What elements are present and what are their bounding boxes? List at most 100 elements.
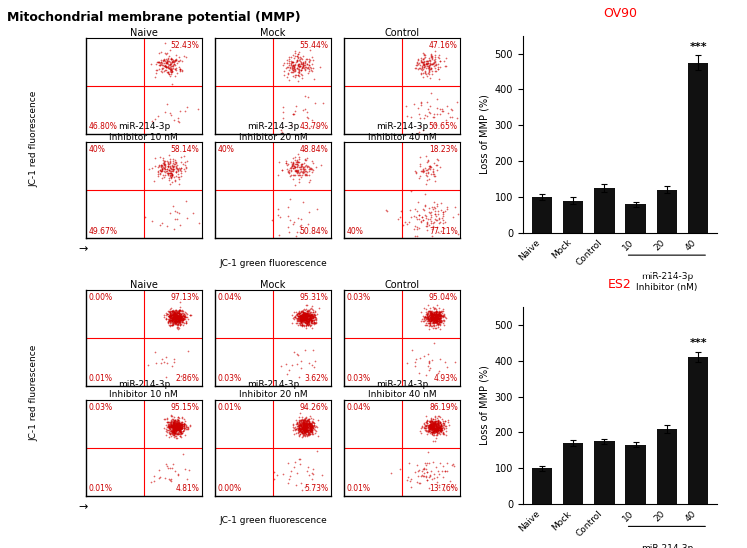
- Point: [306, 167, 317, 176]
- Point: [172, 320, 184, 329]
- Point: [173, 423, 185, 431]
- Point: [164, 315, 176, 324]
- Point: [168, 313, 180, 322]
- Point: [164, 420, 176, 429]
- Point: [431, 311, 443, 320]
- Point: [173, 312, 185, 321]
- Point: [297, 424, 309, 433]
- Point: [303, 306, 314, 315]
- Point: [441, 459, 453, 467]
- Point: [428, 315, 440, 323]
- Point: [299, 428, 311, 437]
- Point: [288, 347, 300, 356]
- Point: [170, 426, 182, 435]
- Point: [172, 423, 184, 432]
- Point: [435, 425, 447, 433]
- Point: [283, 168, 295, 176]
- Point: [442, 418, 454, 426]
- Point: [301, 60, 313, 68]
- Point: [297, 423, 309, 431]
- Point: [430, 67, 442, 76]
- Point: [173, 419, 185, 427]
- Point: [433, 311, 445, 320]
- Point: [438, 430, 450, 439]
- Point: [170, 318, 182, 327]
- Point: [181, 197, 193, 206]
- Point: [153, 61, 165, 70]
- Point: [410, 61, 422, 70]
- Point: [299, 423, 311, 432]
- Point: [168, 424, 180, 432]
- Point: [170, 424, 182, 433]
- Point: [433, 318, 444, 327]
- Point: [172, 469, 184, 478]
- Point: [169, 429, 181, 437]
- Point: [165, 173, 177, 181]
- Point: [303, 429, 314, 438]
- Point: [433, 312, 444, 321]
- Point: [167, 421, 179, 430]
- Point: [425, 217, 437, 226]
- Point: [294, 426, 306, 435]
- Point: [173, 426, 185, 435]
- Point: [169, 354, 181, 363]
- Point: [421, 429, 433, 438]
- Point: [307, 64, 319, 72]
- Point: [166, 65, 178, 73]
- Point: [311, 310, 323, 318]
- Point: [158, 61, 170, 70]
- Point: [429, 313, 441, 322]
- Point: [431, 109, 443, 118]
- Point: [153, 474, 165, 483]
- Point: [423, 417, 435, 426]
- Point: [425, 52, 437, 61]
- Point: [431, 314, 443, 323]
- Point: [427, 321, 439, 330]
- Point: [303, 430, 314, 438]
- Point: [429, 310, 441, 319]
- Point: [431, 423, 443, 431]
- Point: [300, 415, 311, 424]
- Point: [423, 447, 435, 456]
- Point: [297, 313, 309, 322]
- Point: [296, 427, 308, 436]
- Point: [171, 315, 183, 324]
- Point: [441, 363, 453, 372]
- Point: [175, 424, 187, 432]
- Point: [160, 315, 172, 323]
- Point: [302, 313, 314, 322]
- Point: [164, 316, 176, 324]
- Point: [300, 421, 312, 430]
- Point: [300, 413, 311, 422]
- Point: [433, 482, 444, 491]
- Point: [303, 424, 315, 433]
- Point: [168, 418, 180, 427]
- Point: [174, 421, 186, 430]
- Point: [429, 158, 441, 167]
- Text: 86.19%: 86.19%: [429, 403, 458, 412]
- Point: [431, 477, 443, 486]
- Point: [419, 211, 431, 220]
- Point: [179, 425, 191, 433]
- Point: [423, 61, 435, 70]
- Point: [276, 128, 288, 137]
- Point: [296, 315, 308, 323]
- Point: [299, 421, 311, 430]
- Point: [305, 316, 317, 324]
- Point: [294, 316, 306, 325]
- Point: [301, 315, 313, 323]
- Point: [300, 315, 311, 324]
- Point: [170, 307, 182, 316]
- Point: [418, 49, 430, 58]
- Point: [171, 420, 183, 429]
- Point: [423, 175, 435, 184]
- Point: [171, 424, 183, 432]
- Point: [307, 310, 319, 319]
- Point: [421, 473, 433, 482]
- Point: [294, 55, 306, 64]
- Point: [170, 426, 182, 435]
- Point: [436, 423, 447, 431]
- Point: [159, 60, 171, 69]
- Point: [433, 320, 444, 329]
- Point: [421, 59, 433, 67]
